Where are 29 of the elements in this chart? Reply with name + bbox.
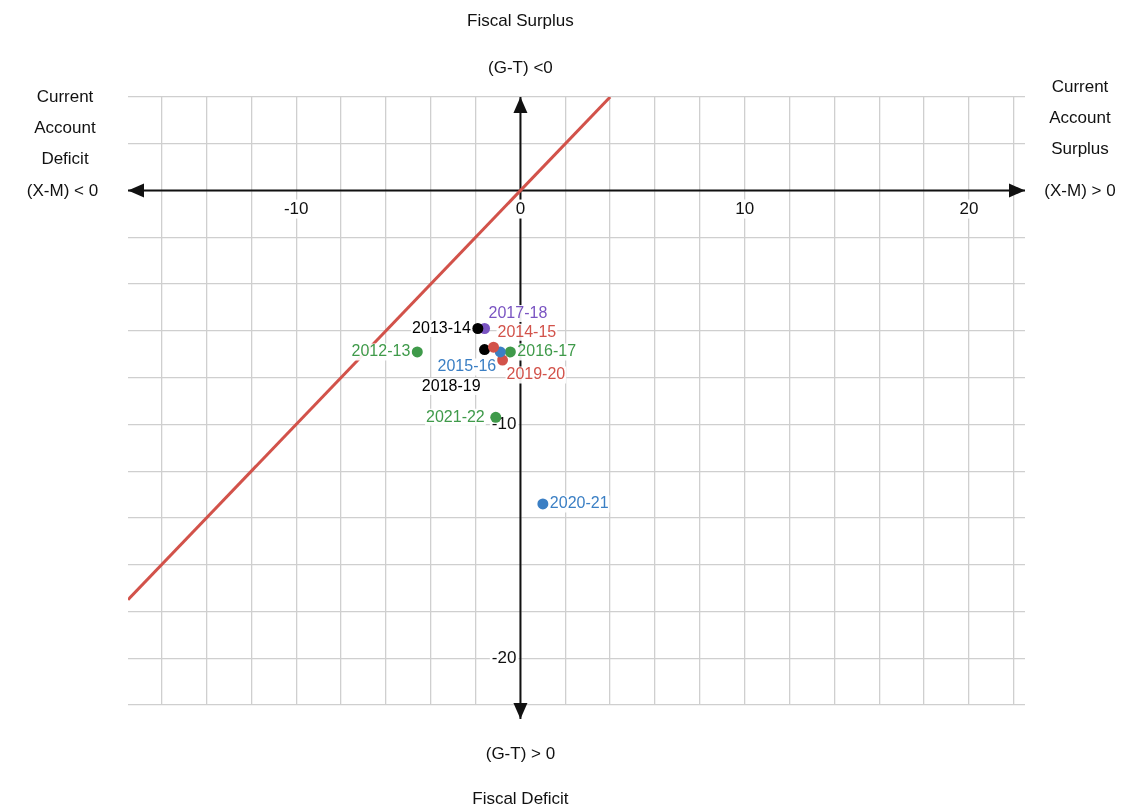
text: Fiscal Surplus	[466, 10, 575, 32]
point	[504, 346, 516, 358]
point	[411, 346, 423, 358]
series-label: 2018-19	[421, 376, 481, 394]
point	[488, 341, 500, 353]
x-tick-label: -10	[283, 198, 309, 218]
x-tick-label: 10	[735, 198, 755, 218]
series-label: 2016-17	[517, 342, 577, 360]
y-tick-label: -20	[491, 647, 517, 667]
series-label: 2021-22	[426, 407, 485, 425]
text: Current Account Deficit	[33, 85, 97, 170]
point	[537, 498, 549, 510]
text: Fiscal Deficit	[471, 788, 570, 810]
text: Current Account Surplus	[1048, 75, 1112, 160]
series-label: 2012-13	[351, 342, 411, 360]
text: (X-M) < 0	[25, 179, 100, 202]
x-tick-label: 0	[515, 198, 526, 218]
series-label: 2013-14	[412, 318, 471, 336]
series-label: 2014-15	[497, 322, 557, 340]
text: (G-T) > 0	[484, 743, 557, 765]
series-label: 2015-16	[437, 357, 497, 375]
text: (G-T) <0	[487, 57, 554, 79]
series-label: 2017-18	[488, 303, 548, 321]
point	[472, 323, 484, 335]
series-label: 2020-21	[549, 494, 609, 512]
point	[479, 344, 491, 356]
x-tick-label: 20	[959, 198, 979, 218]
text: (X-M) > 0	[1043, 179, 1117, 202]
series-label: 2019-20	[506, 365, 566, 383]
